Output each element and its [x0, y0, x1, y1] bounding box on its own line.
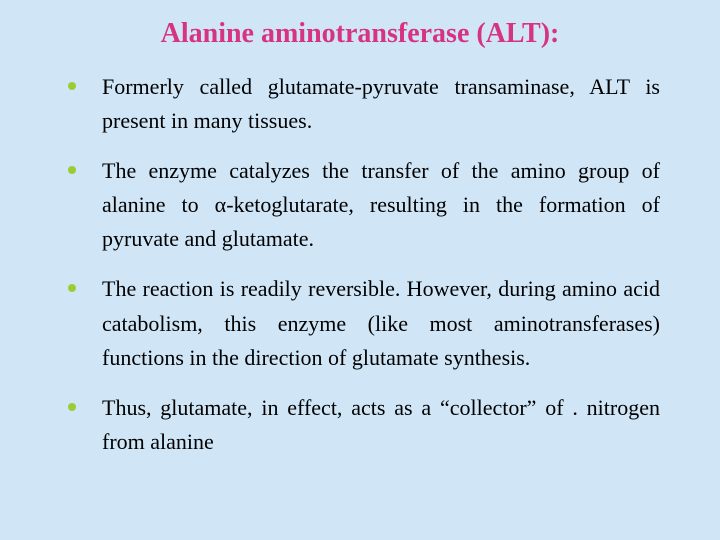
- slide-container: Alanine aminotransferase (ALT): Formerly…: [0, 0, 720, 540]
- list-item: Formerly called glutamate-pyruvate trans…: [60, 70, 660, 138]
- bullet-text: The reaction is readily reversible. Howe…: [102, 276, 660, 369]
- bullet-text: Thus, glutamate, in effect, acts as a “c…: [102, 395, 660, 454]
- bullet-icon: [68, 284, 76, 292]
- bullet-text: The enzyme catalyzes the transfer of the…: [102, 158, 660, 251]
- bullet-list: Formerly called glutamate-pyruvate trans…: [60, 70, 660, 459]
- list-item: The reaction is readily reversible. Howe…: [60, 272, 660, 374]
- list-item: Thus, glutamate, in effect, acts as a “c…: [60, 391, 660, 459]
- bullet-icon: [68, 403, 76, 411]
- bullet-icon: [68, 166, 76, 174]
- list-item: The enzyme catalyzes the transfer of the…: [60, 154, 660, 256]
- bullet-icon: [68, 82, 76, 90]
- slide-title: Alanine aminotransferase (ALT):: [60, 18, 660, 50]
- bullet-text: Formerly called glutamate-pyruvate trans…: [102, 74, 660, 133]
